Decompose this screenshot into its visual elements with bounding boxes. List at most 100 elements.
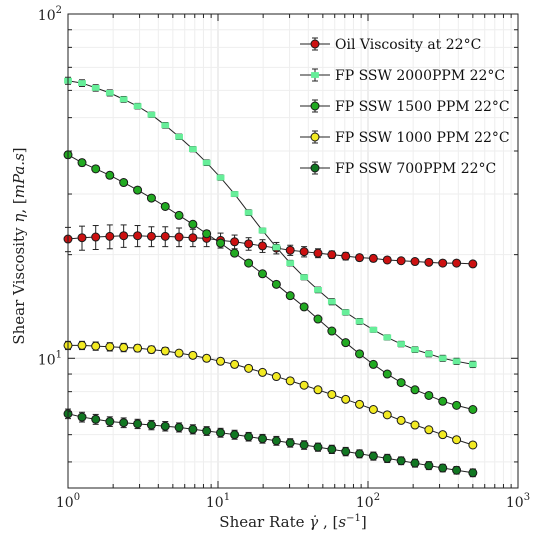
data-point — [257, 241, 267, 251]
legend-marker — [310, 39, 320, 49]
data-point — [368, 404, 378, 414]
data-point — [119, 96, 128, 103]
data-point — [368, 359, 378, 369]
x-axis-label: Shear Rate γ̇ , [s−1] — [219, 513, 366, 531]
data-point — [341, 309, 350, 316]
data-point — [299, 302, 309, 312]
data-point — [368, 253, 378, 263]
data-point — [452, 358, 461, 365]
data-point — [77, 412, 87, 422]
data-point — [313, 385, 323, 395]
data-point — [105, 231, 115, 241]
x-tick-label-base: 10 — [206, 495, 224, 511]
data-point — [424, 257, 434, 267]
data-point — [452, 400, 462, 410]
data-point — [438, 463, 448, 473]
data-point — [160, 231, 170, 241]
legend-label: FP SSW 1000 PPM 22°C — [335, 130, 510, 146]
data-point — [202, 353, 212, 363]
x-tick-label-base: 10 — [356, 495, 374, 511]
data-point — [230, 237, 240, 247]
data-point — [174, 232, 184, 242]
x-tick-label: 101 — [206, 492, 230, 511]
data-point — [119, 178, 129, 188]
data-point — [133, 103, 142, 110]
data-point — [327, 389, 337, 399]
data-point — [133, 419, 143, 429]
data-point — [411, 346, 419, 353]
data-point — [160, 201, 170, 211]
data-point — [396, 378, 406, 388]
data-point — [396, 415, 406, 425]
data-point — [202, 426, 212, 436]
series-line — [68, 344, 473, 446]
data-point — [355, 449, 365, 459]
data-point — [382, 453, 392, 463]
data-point — [424, 350, 433, 357]
data-point — [188, 233, 198, 243]
y-axis-label-unit: mPa.s — [10, 153, 28, 198]
y-axis-label-main: Shear Viscosity — [10, 223, 28, 345]
data-point — [468, 404, 478, 414]
data-point — [327, 326, 337, 336]
data-point — [327, 250, 337, 260]
data-point — [468, 361, 477, 368]
data-point — [244, 258, 254, 268]
plot-frame — [67, 13, 519, 489]
data-point — [160, 346, 170, 356]
series-line — [67, 80, 473, 365]
data-point — [188, 146, 197, 153]
data-point — [299, 380, 309, 390]
data-point — [355, 399, 365, 409]
data-point — [382, 255, 392, 265]
y-axis-label-symbol: η — [10, 214, 28, 223]
data-point — [216, 356, 226, 366]
data-point — [257, 434, 267, 444]
data-point — [285, 438, 295, 448]
y-tick-label-exp: 2 — [56, 5, 62, 16]
data-point — [452, 465, 462, 475]
series-line — [67, 154, 473, 410]
data-point — [133, 343, 143, 353]
data-point — [230, 359, 240, 369]
y-tick-label-exp: 1 — [56, 349, 62, 360]
y-tick-label-base: 10 — [38, 8, 56, 24]
data-point — [314, 286, 322, 293]
legend-item: FP SSW 2000PPM 22°C — [300, 68, 505, 84]
data-point — [244, 432, 254, 442]
data-point — [188, 350, 198, 360]
data-point — [258, 227, 267, 234]
data-point — [397, 341, 406, 347]
series-3 — [63, 150, 478, 414]
data-point — [105, 89, 114, 96]
data-point — [382, 369, 392, 379]
data-point — [91, 414, 101, 424]
data-point — [133, 231, 143, 241]
legend-label: FP SSW 1500 PPM 22°C — [335, 99, 510, 115]
data-point — [299, 440, 309, 450]
series-4 — [63, 340, 478, 450]
data-point — [91, 341, 101, 351]
y-tick-label-base: 10 — [38, 352, 56, 368]
y-axis-label-close: ] — [10, 147, 28, 153]
legend-marker — [310, 101, 320, 111]
data-point — [313, 314, 323, 324]
y-axis-label: Shear Viscosity η, [mPa.s] — [10, 147, 28, 344]
data-point — [244, 363, 254, 373]
legend-label: FP SSW 700PPM 22°C — [335, 161, 496, 177]
data-point — [146, 345, 156, 355]
data-point — [355, 349, 365, 359]
data-point — [174, 422, 184, 432]
x-axis-label-main: Shear Rate — [219, 513, 309, 531]
x-tick-label-exp: 2 — [374, 492, 380, 503]
data-point — [244, 239, 254, 249]
data-point — [313, 248, 323, 258]
data-point — [257, 367, 267, 377]
legend-item: FP SSW 1000 PPM 22°C — [300, 130, 510, 146]
data-point — [355, 253, 365, 263]
x-tick-label: 103 — [506, 492, 530, 511]
data-point — [77, 158, 87, 168]
x-tick-label: 102 — [356, 492, 380, 511]
